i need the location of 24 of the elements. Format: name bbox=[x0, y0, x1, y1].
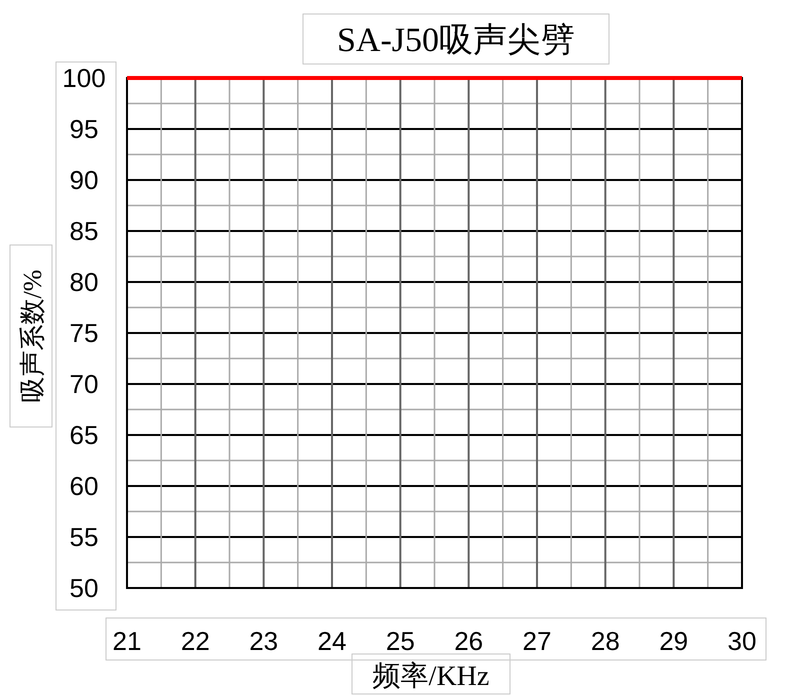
x-tick-label: 22 bbox=[180, 626, 210, 656]
x-tick-label: 26 bbox=[454, 626, 484, 656]
chart-title: SA-J50吸声尖劈 bbox=[336, 22, 576, 59]
y-tick-label: 65 bbox=[70, 420, 98, 450]
y-tick-label: 100 bbox=[62, 63, 106, 93]
y-tick-label: 60 bbox=[70, 471, 98, 501]
x-tick-label: 28 bbox=[590, 626, 620, 656]
x-tick-label: 25 bbox=[386, 626, 415, 656]
x-axis-title: 频率/KHz bbox=[372, 661, 490, 692]
y-tick-label: 80 bbox=[70, 267, 98, 297]
y-tick-label: 95 bbox=[70, 114, 98, 144]
y-tick-label: 85 bbox=[70, 216, 98, 246]
x-tick-label: 30 bbox=[728, 626, 756, 656]
y-tick-label: 55 bbox=[70, 522, 98, 552]
x-tick-label: 27 bbox=[522, 626, 552, 656]
y-tick-label: 70 bbox=[70, 369, 98, 399]
x-tick-label: 23 bbox=[249, 626, 278, 656]
x-tick-label: 24 bbox=[318, 626, 346, 656]
x-tick-label: 21 bbox=[112, 626, 142, 656]
y-tick-label: 50 bbox=[70, 573, 98, 603]
y-tick-label: 75 bbox=[70, 318, 98, 348]
y-tick-label: 90 bbox=[70, 165, 98, 195]
x-tick-label: 29 bbox=[659, 626, 688, 656]
y-axis-title: 吸声系数/% bbox=[18, 270, 47, 402]
